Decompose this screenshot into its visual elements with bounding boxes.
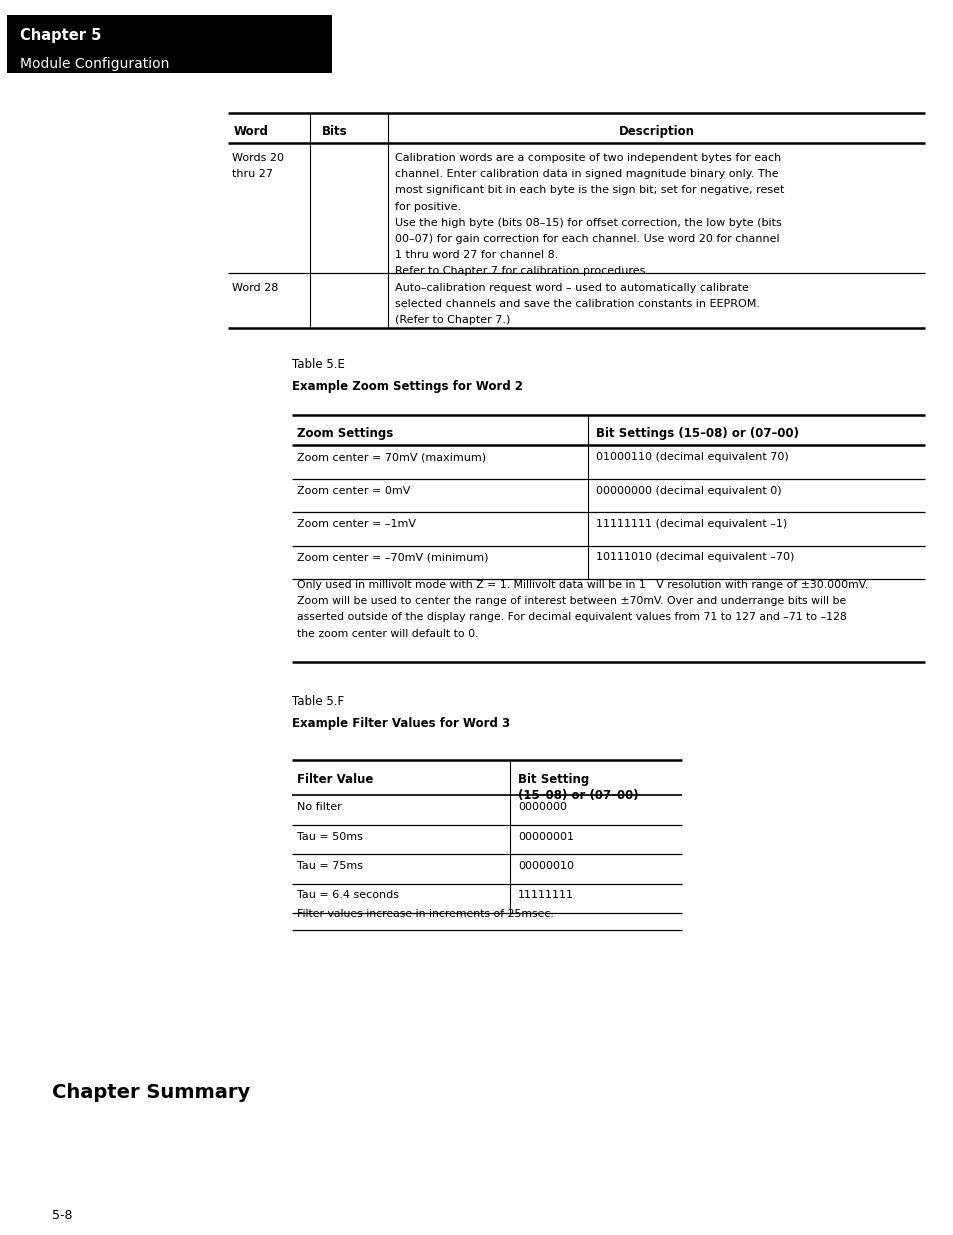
Text: thru 27: thru 27 [232, 169, 273, 179]
Text: Zoom Settings: Zoom Settings [296, 427, 393, 440]
Text: Example Zoom Settings for Word 2: Example Zoom Settings for Word 2 [292, 380, 522, 393]
Text: Tau = 50ms: Tau = 50ms [296, 831, 362, 841]
Text: Chapter 5: Chapter 5 [20, 28, 101, 43]
Text: Zoom center = –70mV (minimum): Zoom center = –70mV (minimum) [296, 552, 488, 562]
Text: 11111111: 11111111 [517, 890, 574, 900]
Text: 00000000 (decimal equivalent 0): 00000000 (decimal equivalent 0) [596, 485, 781, 495]
Text: 11111111 (decimal equivalent –1): 11111111 (decimal equivalent –1) [596, 519, 786, 529]
Text: No filter: No filter [296, 802, 341, 811]
Text: Tau = 75ms: Tau = 75ms [296, 861, 363, 871]
Text: (Refer to Chapter 7.): (Refer to Chapter 7.) [395, 315, 510, 325]
Text: 10111010 (decimal equivalent –70): 10111010 (decimal equivalent –70) [596, 552, 794, 562]
Text: Zoom center = 70mV (maximum): Zoom center = 70mV (maximum) [296, 452, 486, 462]
Text: 0000000: 0000000 [517, 802, 566, 811]
Text: Chapter Summary: Chapter Summary [52, 1083, 250, 1102]
Text: 00–07) for gain correction for each channel. Use word 20 for channel: 00–07) for gain correction for each chan… [395, 233, 779, 245]
Text: Zoom center = –1mV: Zoom center = –1mV [296, 519, 416, 529]
Text: Word 28: Word 28 [232, 283, 278, 293]
Text: Word: Word [233, 125, 269, 138]
Text: Bit Settings (15–08) or (07–00): Bit Settings (15–08) or (07–00) [596, 427, 799, 440]
Text: Table 5.E: Table 5.E [292, 358, 345, 370]
Text: Example Filter Values for Word 3: Example Filter Values for Word 3 [292, 718, 510, 730]
Text: 00000010: 00000010 [517, 861, 574, 871]
Text: Description: Description [618, 125, 694, 138]
Text: 1 thru word 27 for channel 8.: 1 thru word 27 for channel 8. [395, 251, 558, 261]
Text: Refer to Chapter 7 for calibration procedures.: Refer to Chapter 7 for calibration proce… [395, 267, 648, 277]
Text: 01000110 (decimal equivalent 70): 01000110 (decimal equivalent 70) [596, 452, 788, 462]
Text: Words 20: Words 20 [232, 153, 284, 163]
Text: for positive.: for positive. [395, 201, 460, 211]
Text: Filter values increase in increments of 25msec.: Filter values increase in increments of … [296, 909, 553, 919]
Text: Calibration words are a composite of two independent bytes for each: Calibration words are a composite of two… [395, 153, 781, 163]
Text: channel. Enter calibration data in signed magnitude binary only. The: channel. Enter calibration data in signe… [395, 169, 778, 179]
Text: the zoom center will default to 0.: the zoom center will default to 0. [296, 629, 478, 638]
Bar [7, 15, 332, 73]
Text: Use the high byte (bits 08–15) for offset correction, the low byte (bits: Use the high byte (bits 08–15) for offse… [395, 217, 781, 227]
Text: Auto–calibration request word – used to automatically calibrate: Auto–calibration request word – used to … [395, 283, 748, 293]
Text: asserted outside of the display range. For decimal equivalent values from 71 to : asserted outside of the display range. F… [296, 613, 846, 622]
Text: most significant bit in each byte is the sign bit; set for negative, reset: most significant bit in each byte is the… [395, 185, 783, 195]
Text: Bits: Bits [322, 125, 347, 138]
Text: 5-8: 5-8 [52, 1209, 72, 1221]
Text: Only used in millivolt mode with Z = 1. Millivolt data will be in 1   V resoluti: Only used in millivolt mode with Z = 1. … [296, 580, 867, 590]
Text: Table 5.F: Table 5.F [292, 695, 344, 708]
Text: Zoom center = 0mV: Zoom center = 0mV [296, 485, 410, 495]
Text: selected channels and save the calibration constants in EEPROM.: selected channels and save the calibrati… [395, 299, 760, 309]
Text: Zoom will be used to center the range of interest between ±70mV. Over and underr: Zoom will be used to center the range of… [296, 597, 845, 606]
Text: Module Configuration: Module Configuration [20, 57, 170, 70]
Text: Filter Value: Filter Value [296, 773, 373, 785]
Text: Tau = 6.4 seconds: Tau = 6.4 seconds [296, 890, 398, 900]
Text: (15–08) or (07–00): (15–08) or (07–00) [517, 789, 638, 803]
Text: 00000001: 00000001 [517, 831, 574, 841]
Text: Bit Setting: Bit Setting [517, 773, 589, 785]
